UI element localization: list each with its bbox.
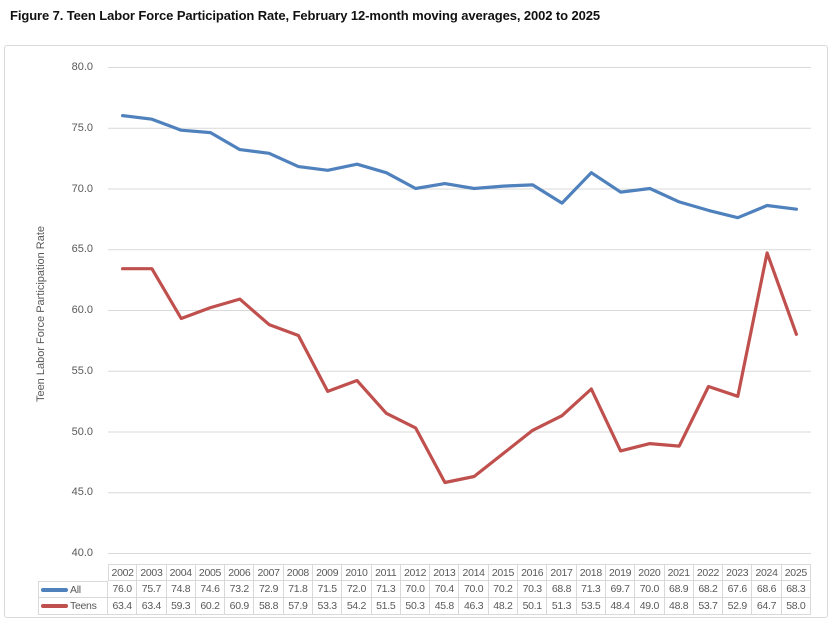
- year-header: 2023: [723, 564, 753, 581]
- value-cell: 48.2: [488, 598, 519, 615]
- value-cell: 52.9: [723, 598, 753, 615]
- year-header: 2007: [254, 564, 284, 581]
- value-cell: 68.9: [664, 581, 694, 598]
- y-axis-tick-label: 60.0: [71, 304, 93, 316]
- value-cell: 53.5: [576, 598, 606, 615]
- value-cell: 70.0: [635, 581, 665, 598]
- plot-area: [108, 67, 811, 554]
- y-axis-tick-label: 70.0: [71, 182, 93, 195]
- year-header: 2012: [400, 564, 431, 581]
- value-cell: 68.6: [752, 581, 782, 598]
- value-cell: 71.3: [576, 581, 606, 598]
- legend-line-swatch-teens: [41, 604, 68, 608]
- year-header: 2002: [108, 564, 138, 581]
- legend-label: All: [70, 583, 81, 596]
- year-header: 2025: [781, 564, 811, 581]
- legend-all: All: [38, 581, 108, 598]
- year-header: 2015: [488, 564, 519, 581]
- year-header: 2005: [195, 564, 226, 581]
- year-header: 2016: [518, 564, 548, 581]
- year-header: 2006: [225, 564, 255, 581]
- value-cell: 49.0: [635, 598, 665, 615]
- year-header: 2017: [547, 564, 577, 581]
- year-header: 2024: [752, 564, 782, 581]
- value-cell: 71.5: [313, 581, 343, 598]
- value-cell: 45.8: [430, 598, 460, 615]
- legend-teens: Teens: [38, 598, 108, 615]
- value-cell: 74.8: [166, 581, 196, 598]
- value-cell: 46.3: [459, 598, 489, 615]
- value-cell: 53.3: [313, 598, 343, 615]
- series-line-all: [120, 113, 799, 220]
- year-header: 2018: [576, 564, 606, 581]
- value-cell: 70.0: [459, 581, 489, 598]
- value-cell: 70.3: [518, 581, 548, 598]
- value-cell: 71.8: [283, 581, 314, 598]
- value-cell: 71.3: [371, 581, 401, 598]
- year-header: 2003: [137, 564, 167, 581]
- value-cell: 63.4: [137, 598, 167, 615]
- value-cell: 54.2: [342, 598, 372, 615]
- year-header: 2009: [313, 564, 343, 581]
- value-cell: 72.0: [342, 581, 372, 598]
- value-cell: 63.4: [108, 598, 138, 615]
- chart-area: Teen Labor Force Participation Rate 80.0…: [4, 45, 828, 618]
- y-axis-tick-label: 80.0: [71, 61, 93, 73]
- year-header: 2014: [459, 564, 489, 581]
- chart-title: Figure 7. Teen Labor Force Participation…: [10, 8, 600, 23]
- value-cell: 59.3: [166, 598, 196, 615]
- value-cell: 70.2: [488, 581, 519, 598]
- chart-data-table: 2002 2003 2004 2005 2006 2007 2008 2009 2010 2011…: [38, 564, 811, 615]
- year-header: 2013: [430, 564, 460, 581]
- table-corner-blank: [38, 564, 108, 581]
- year-header: 2010: [342, 564, 372, 581]
- year-header: 2019: [605, 564, 636, 581]
- value-cell: 58.0: [781, 598, 811, 615]
- value-cell: 75.7: [137, 581, 167, 598]
- year-header: 2020: [635, 564, 665, 581]
- value-cell: 68.8: [547, 581, 577, 598]
- year-header: 2008: [283, 564, 314, 581]
- y-axis-tick-label: 55.0: [71, 364, 93, 377]
- value-cell: 72.9: [254, 581, 284, 598]
- value-cell: 69.7: [605, 581, 636, 598]
- value-cell: 50.3: [400, 598, 431, 615]
- year-header: 2022: [693, 564, 724, 581]
- value-cell: 76.0: [108, 581, 138, 598]
- y-axis-tick-label: 40.0: [71, 547, 93, 559]
- value-cell: 60.9: [225, 598, 255, 615]
- value-cell: 74.6: [195, 581, 226, 598]
- value-cell: 70.0: [400, 581, 431, 598]
- value-cell: 48.4: [605, 598, 636, 615]
- year-header: 2021: [664, 564, 694, 581]
- value-cell: 48.8: [664, 598, 694, 615]
- value-cell: 50.1: [518, 598, 548, 615]
- value-cell: 58.8: [254, 598, 284, 615]
- value-cell: 68.3: [781, 581, 811, 598]
- value-cell: 73.2: [225, 581, 255, 598]
- value-cell: 60.2: [195, 598, 226, 615]
- value-cell: 64.7: [752, 598, 782, 615]
- legend-label: Teens: [70, 600, 97, 612]
- series-line-teens: [120, 251, 799, 485]
- value-cell: 51.5: [371, 598, 401, 615]
- value-cell: 53.7: [693, 598, 724, 615]
- y-axis-tick-label: 45.0: [71, 486, 93, 499]
- value-cell: 68.2: [693, 581, 724, 598]
- value-cell: 67.6: [723, 581, 753, 598]
- legend-line-swatch-all: [41, 587, 68, 592]
- value-cell: 57.9: [283, 598, 314, 615]
- y-axis-tick-label: 75.0: [71, 121, 93, 134]
- year-header: 2004: [166, 564, 196, 581]
- value-cell: 70.4: [430, 581, 460, 598]
- y-axis-tick-label: 65.0: [71, 243, 93, 256]
- value-cell: 51.3: [547, 598, 577, 615]
- y-axis-tick-label: 50.0: [71, 425, 93, 438]
- year-header: 2011: [371, 564, 401, 581]
